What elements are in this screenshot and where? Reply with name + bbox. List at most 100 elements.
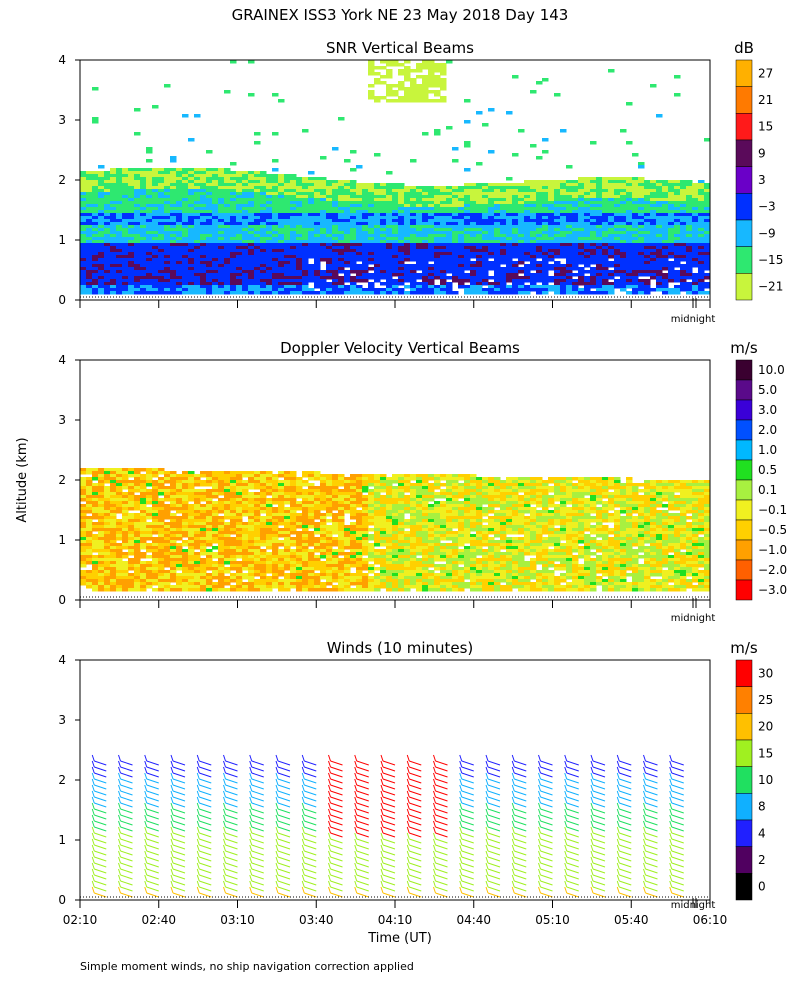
snr-cell [374, 213, 381, 217]
snr-cell [590, 246, 597, 250]
snr-cell [500, 228, 507, 232]
snr-cell [668, 189, 675, 193]
snr-cell [200, 192, 207, 196]
snr-cell [416, 207, 423, 211]
snr-cell [554, 192, 561, 196]
snr-cell [404, 267, 411, 271]
snr-cell [146, 270, 153, 274]
snr-cell [386, 204, 393, 208]
snr-cell [512, 231, 519, 235]
snr-cell [416, 255, 423, 259]
snr-cell [464, 210, 471, 214]
snr-cell [428, 285, 435, 289]
snr-cell [296, 207, 303, 211]
snr-cell [158, 189, 165, 193]
snr-cell [590, 141, 597, 145]
snr-cell [434, 210, 441, 214]
snr-cell [170, 279, 177, 283]
snr-cell [230, 189, 237, 193]
snr-cell [650, 255, 657, 259]
doppler-cell [110, 558, 117, 562]
doppler-cell [110, 516, 117, 520]
snr-cell [668, 225, 675, 229]
snr-cell [650, 273, 657, 277]
doppler-cell [92, 570, 99, 574]
snr-cell [194, 204, 201, 208]
snr-cell [602, 267, 609, 271]
snr-cell [176, 171, 183, 175]
snr-cell [302, 207, 309, 211]
snr-cell [80, 258, 87, 262]
snr-cell [212, 204, 219, 208]
snr-cell [374, 219, 381, 223]
snr-cell [626, 204, 633, 208]
snr-cell [272, 228, 279, 232]
snr-cell [566, 288, 573, 292]
snr-cell [608, 243, 615, 247]
snr-cell [530, 198, 537, 202]
snr-cell [608, 252, 615, 256]
snr-cell [350, 231, 357, 235]
snr-cell [236, 225, 243, 229]
snr-cell [506, 201, 513, 205]
snr-cell [464, 219, 471, 223]
snr-cell [230, 210, 237, 214]
snr-cell [626, 216, 633, 220]
doppler-cell [128, 501, 135, 505]
snr-cell [662, 216, 669, 220]
snr-cell [320, 198, 327, 202]
snr-cell [266, 222, 273, 226]
snr-cell [194, 273, 201, 277]
snr-cell [662, 246, 669, 250]
snr-cell [602, 258, 609, 262]
doppler-cell [116, 489, 123, 493]
snr-cell [626, 195, 633, 199]
snr-cell [638, 192, 645, 196]
snr-cell [332, 252, 339, 256]
snr-cell [698, 279, 705, 283]
snr-cell [584, 222, 591, 226]
snr-cell [404, 78, 411, 82]
snr-cell [452, 264, 459, 268]
snr-cell [350, 192, 357, 196]
snr-cell [290, 225, 297, 229]
snr-cell [554, 210, 561, 214]
doppler-cell [182, 474, 189, 478]
snr-cell [446, 210, 453, 214]
snr-cell [542, 219, 549, 223]
snr-cell [698, 234, 705, 238]
doppler-cell [116, 537, 123, 541]
doppler-cell [86, 483, 93, 487]
snr-cell [626, 252, 633, 256]
snr-cell [608, 195, 615, 199]
snr-cell [374, 72, 381, 76]
snr-cell [236, 255, 243, 259]
doppler-cell [80, 516, 87, 520]
snr-cell [290, 204, 297, 208]
snr-cell [188, 267, 195, 271]
doppler-cell [104, 486, 111, 490]
snr-cell [434, 225, 441, 229]
snr-cell [410, 96, 417, 100]
snr-cell [434, 264, 441, 268]
snr-cell [260, 207, 267, 211]
snr-cell [422, 240, 429, 244]
doppler-cell [158, 588, 165, 592]
snr-cell [434, 270, 441, 274]
snr-cell [416, 231, 423, 235]
doppler-cell [110, 555, 117, 559]
snr-cell [650, 267, 657, 271]
snr-cell [176, 183, 183, 187]
snr-cell [500, 255, 507, 259]
doppler-cell [80, 564, 87, 568]
snr-cell [140, 225, 147, 229]
snr-cell [410, 213, 417, 217]
doppler-cell [158, 477, 165, 481]
snr-cell [362, 276, 369, 280]
snr-cell [446, 255, 453, 259]
snr-cell [524, 246, 531, 250]
snr-cell [686, 198, 693, 202]
snr-cell [608, 225, 615, 229]
snr-cell [212, 207, 219, 211]
snr-cell [566, 282, 573, 286]
